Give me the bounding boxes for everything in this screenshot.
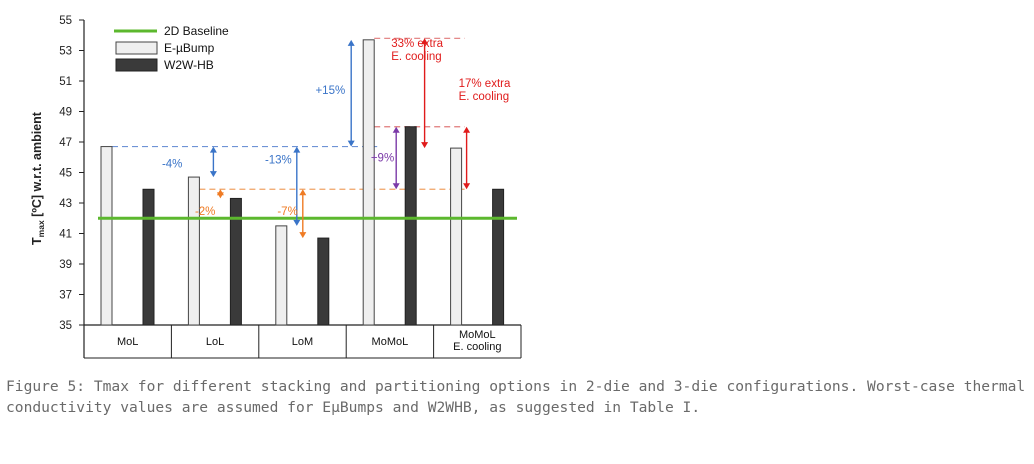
- category-label: E. cooling: [453, 341, 501, 353]
- y-tick-label: 37: [59, 290, 72, 302]
- annotation-label: -2%: [195, 206, 215, 218]
- category-label: MoL: [117, 336, 138, 348]
- bar-eubump: [450, 147, 463, 326]
- annotation-arrow-head-down: [421, 142, 429, 149]
- annotation-arrow-head-up: [209, 146, 217, 153]
- annotation-label: +9%: [371, 152, 394, 164]
- category-label: MoMoL: [372, 336, 409, 348]
- bar-eubump: [275, 225, 288, 326]
- annotation-arrow-head-up: [293, 146, 301, 153]
- bar-w2w-hb: [317, 237, 330, 326]
- legend-label-w2w: W2W-HB: [164, 58, 214, 72]
- annotation-label: 33% extra: [391, 38, 443, 50]
- annotation-label: +15%: [315, 85, 345, 97]
- annotation-arrow-head-down: [392, 183, 400, 190]
- annotation-arrow-head-up: [347, 39, 355, 46]
- bar-eubump: [100, 146, 113, 326]
- annotation-arrow-head-down: [216, 192, 224, 199]
- annotation-arrow-head-down: [299, 232, 307, 239]
- legend-label-eubump: E-µBump: [164, 41, 215, 55]
- annotation-arrow-head-down: [293, 219, 301, 226]
- annotation-label: 17% extra: [459, 78, 511, 90]
- annotation-arrow-head-down: [209, 171, 217, 178]
- bar-w2w-hb: [492, 188, 505, 326]
- annotation-arrow-head-up: [392, 126, 400, 133]
- bar-w2w-hb: [229, 197, 242, 326]
- y-tick-label: 51: [59, 76, 72, 88]
- y-tick-label: 45: [59, 168, 72, 180]
- thermal-bar-chart: 35 37 39 41 43 45 47 49 51 53 55 Tmax [ºC] w.r.t. a…: [30, 15, 522, 359]
- annotation-arrow-head-down: [347, 140, 355, 147]
- y-tick-label: 41: [59, 229, 72, 241]
- chart-figure: 35 37 39 41 43 45 47 49 51 53 55 Tmax [ºC] w.r.t. a…: [30, 15, 522, 359]
- annotation-arrow-head-up: [299, 189, 307, 196]
- y-tick-label: 53: [59, 46, 72, 58]
- y-axis-title: Tmax [ºC] w.r.t. ambient: [30, 111, 46, 245]
- category-label: LoM: [292, 336, 313, 348]
- annotation-arrow-head-up: [421, 38, 429, 45]
- annotation-label: -13%: [265, 154, 292, 166]
- annotation-arrow-head-up: [463, 126, 471, 133]
- bar-w2w-hb: [142, 188, 155, 326]
- legend-swatch-w2w: [115, 58, 158, 72]
- annotation-label: E. cooling: [459, 91, 510, 103]
- y-tick-label: 39: [59, 259, 72, 271]
- annotation-label: -4%: [162, 158, 182, 170]
- bar-eubump: [362, 39, 375, 326]
- y-tick-label: 35: [59, 320, 72, 332]
- category-label: LoL: [206, 336, 224, 348]
- bar-w2w-hb: [404, 126, 417, 326]
- figure-caption: Figure 5: Tmax for different stacking an…: [6, 378, 1026, 416]
- annotation-label: -7%: [277, 206, 297, 218]
- legend-label-baseline: 2D Baseline: [164, 24, 229, 38]
- annotation-arrow-head-down: [463, 183, 471, 190]
- y-tick-label: 55: [59, 15, 72, 27]
- category-label: MoMoL: [459, 329, 496, 341]
- y-tick-label: 49: [59, 107, 72, 119]
- y-tick-label: 47: [59, 137, 72, 149]
- annotation-label: E. cooling: [391, 51, 442, 63]
- y-tick-label: 43: [59, 198, 72, 210]
- bar-eubump: [187, 176, 200, 326]
- legend-swatch-eubump: [115, 41, 158, 55]
